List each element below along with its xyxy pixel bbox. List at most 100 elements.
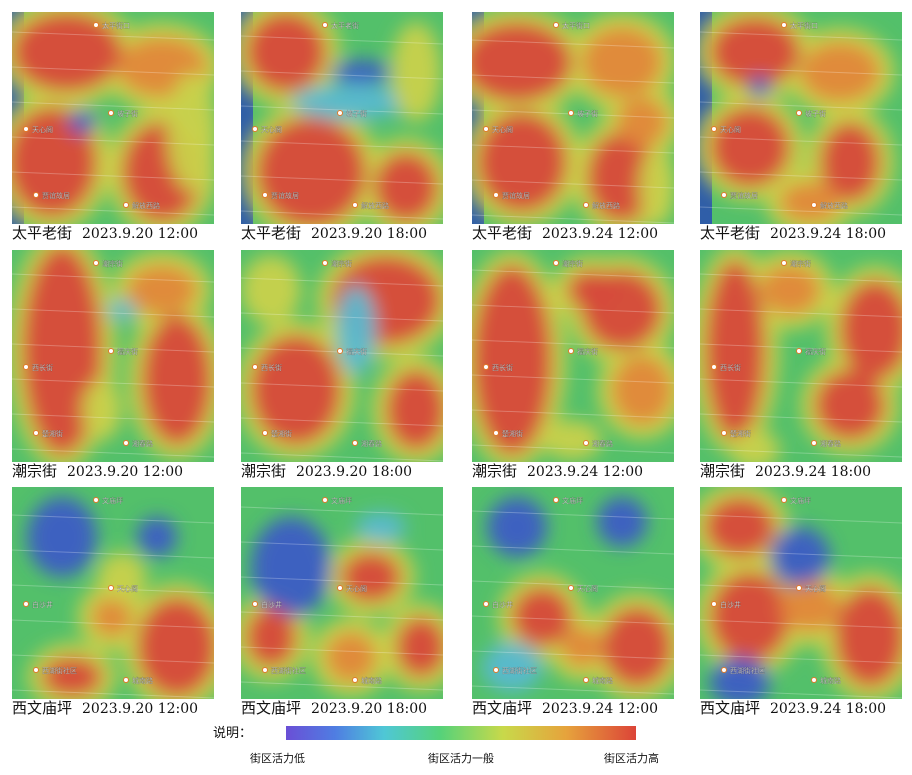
- activity-blob: [256, 117, 366, 224]
- panel-caption: 西文庙坪 2023.9.20 18:00: [241, 697, 463, 719]
- poi-marker-icon: [33, 192, 39, 198]
- capture-datetime: 2023.9.20 18:00: [296, 464, 413, 480]
- map-poi-label: 文庙坪: [102, 496, 123, 505]
- street-line: [12, 136, 214, 146]
- map-poi-label: 楚湘街: [42, 429, 63, 438]
- activity-blob: [251, 335, 341, 445]
- poi-marker-icon: [93, 497, 99, 503]
- poi-marker-icon: [493, 430, 499, 436]
- map-poi-label: 西长街: [32, 363, 53, 372]
- activity-blob: [587, 132, 657, 222]
- activity-blob: [482, 642, 542, 692]
- map-poi-label: 潮宗街: [790, 259, 811, 268]
- map-poi-label: 白沙井: [492, 600, 513, 609]
- street-line: [472, 339, 674, 349]
- poi-marker-icon: [796, 110, 802, 116]
- activity-blob: [710, 572, 790, 662]
- street-line: [700, 689, 902, 699]
- poi-marker-icon: [781, 260, 787, 266]
- map-poi-label: 福庆街: [805, 347, 826, 356]
- panel-caption: 太平老街 2023.9.20 12:00: [12, 222, 234, 244]
- map-poi-label: 解放西路: [132, 201, 160, 210]
- activity-blob: [562, 627, 602, 667]
- poi-marker-icon: [811, 440, 817, 446]
- street-line: [241, 312, 443, 322]
- activity-blob: [107, 300, 137, 320]
- map-poi-label: 城南路: [820, 676, 841, 685]
- panel-caption: 潮宗街 2023.9.20 12:00: [12, 460, 234, 482]
- poi-marker-icon: [711, 364, 717, 370]
- street-name: 太平老街: [700, 224, 761, 242]
- poi-marker-icon: [483, 601, 489, 607]
- activity-blob: [477, 112, 567, 212]
- street-line: [12, 343, 214, 353]
- activity-blob: [336, 285, 376, 375]
- street-line: [241, 576, 443, 586]
- street-name: 潮宗街: [700, 462, 746, 480]
- street-line: [12, 378, 214, 388]
- capture-datetime: 2023.9.24 12:00: [542, 226, 659, 242]
- street-line: [472, 374, 674, 384]
- poi-marker-icon: [796, 585, 802, 591]
- activity-blob: [167, 72, 214, 192]
- map-poi-label: 坡子街: [805, 109, 826, 118]
- activity-blob: [82, 380, 122, 440]
- map-poi-label: 潮宗街: [102, 259, 123, 268]
- map-poi-label: 西长街: [720, 363, 741, 372]
- heatmap-panel: 文庙坪 白沙井 天心阁 西湖街社区 城南路: [12, 487, 214, 699]
- street-line: [12, 654, 214, 664]
- map-poi-label: 贾谊故居: [730, 191, 758, 200]
- street-name: 潮宗街: [12, 462, 58, 480]
- heatmap-blobs: [241, 12, 443, 224]
- legend-mid-label: 街区活力一般: [428, 752, 494, 765]
- legend-high-label: 街区活力高: [604, 752, 659, 765]
- activity-blob: [331, 60, 391, 84]
- street-line: [700, 101, 902, 111]
- activity-blob: [617, 97, 667, 147]
- heatmap-panel: 太平街口 天心阁 坡子街 贾谊故居 解放西路: [12, 12, 214, 224]
- heatmap-panel: 潮宗街 西长街 福庆街 楚湘街 湘春路: [700, 250, 902, 462]
- map-poi-label: 天心阁: [720, 125, 741, 134]
- poi-marker-icon: [322, 22, 328, 28]
- panel-caption: 西文庙坪 2023.9.24 18:00: [700, 697, 912, 719]
- poi-marker-icon: [123, 440, 129, 446]
- street-line: [241, 35, 443, 45]
- activity-blob: [92, 597, 132, 637]
- poi-marker-icon: [33, 430, 39, 436]
- heatmap-blobs: [241, 250, 443, 462]
- capture-datetime: 2023.9.20 12:00: [67, 464, 184, 480]
- activity-blob: [705, 260, 765, 440]
- poi-marker-icon: [252, 126, 258, 132]
- street-line: [472, 74, 674, 84]
- activity-blob: [612, 355, 672, 425]
- heatmap-blobs: [700, 487, 902, 699]
- activity-blob: [800, 42, 880, 102]
- poi-marker-icon: [483, 126, 489, 132]
- poi-marker-icon: [23, 364, 29, 370]
- poi-marker-icon: [553, 22, 559, 28]
- capture-datetime: 2023.9.24 18:00: [770, 701, 887, 717]
- heatmap-panel: 太平老街 天心阁 坡子街 贾谊故居 解放西路: [241, 12, 443, 224]
- street-line: [472, 615, 674, 625]
- poi-marker-icon: [711, 126, 717, 132]
- poi-marker-icon: [583, 202, 589, 208]
- activity-blob: [22, 250, 102, 455]
- map-poi-label: 坡子街: [346, 109, 367, 118]
- poi-marker-icon: [553, 497, 559, 503]
- poi-marker-icon: [583, 440, 589, 446]
- activity-blob: [246, 12, 326, 92]
- activity-blob: [542, 420, 602, 460]
- street-line: [12, 549, 214, 559]
- street-line: [12, 206, 214, 216]
- capture-datetime: 2023.9.20 18:00: [311, 701, 428, 717]
- activity-blob: [137, 517, 177, 557]
- street-line: [472, 545, 674, 555]
- heatmap-panel: 太平街口 天心阁 坡子街 贾谊故居 解放西路: [700, 12, 902, 224]
- street-line: [472, 510, 674, 520]
- legend-title: 说明：: [213, 726, 253, 741]
